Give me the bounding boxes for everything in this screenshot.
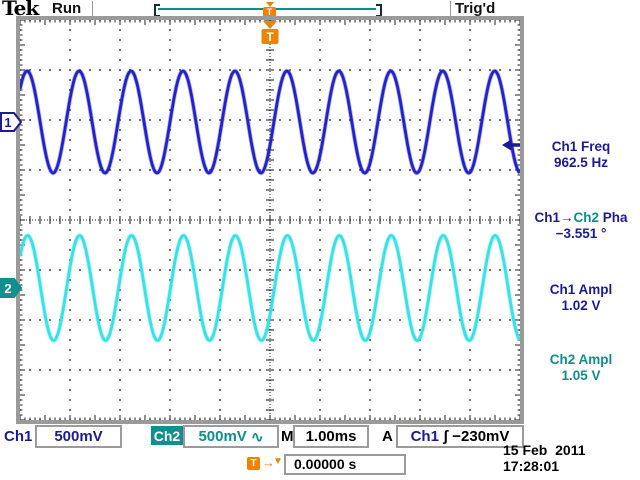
readout-ch1-ampl: Ch1 Ampl 1.02 V <box>522 282 640 314</box>
readout-phase: Ch1→Ch2 Pha −3.551 ° <box>522 210 640 242</box>
timebase-box: 1.00ms <box>293 425 369 448</box>
edge-ticks <box>20 20 520 420</box>
trigger-level-arrow-icon <box>502 139 520 151</box>
delay-cursor-icon: ▼ <box>273 456 283 467</box>
topbar-divider <box>92 1 93 17</box>
topbar-divider <box>450 1 451 17</box>
ch2-scale-box: 500mV ∿ <box>183 425 279 448</box>
readout-ch1-ampl-label: Ch1 Ampl <box>549 282 613 297</box>
trigger-box: Ch1 ʃ −230mV <box>396 425 524 448</box>
trigger-position-flag <box>261 29 279 44</box>
ch2-marker-shape <box>0 278 22 298</box>
trigger-level-value: −230mV <box>452 428 510 445</box>
ch1-position-marker: 1 <box>0 112 22 132</box>
readout-ch2-ampl: Ch2 Ampl 1.05 V <box>522 352 640 384</box>
ch1-label: Ch1 <box>4 428 33 445</box>
timebase-prefix: M <box>281 428 294 445</box>
readout-phase-label: Ch1→Ch2 Pha <box>522 210 640 226</box>
readout-ch1-freq: Ch1 Freq 962.5 Hz <box>522 139 640 171</box>
ch2-coupling-sine-icon: ∿ <box>250 428 264 446</box>
phase-src: Ch1 <box>534 210 560 225</box>
trigger-position-flag-label: T <box>266 30 274 44</box>
ch1-scale-box: 500mV <box>35 425 122 448</box>
readout-ch1-freq-label: Ch1 Freq <box>551 139 611 154</box>
timebase-value: 1.00ms <box>305 428 357 445</box>
ch1-scale: 500mV <box>54 428 103 445</box>
time-display: 17:28:01 <box>503 458 560 474</box>
trigger-rising-edge-icon: ʃ <box>443 428 449 445</box>
ch2-trace <box>20 234 520 342</box>
readout-ch2-ampl-label: Ch2 Ampl <box>549 352 613 367</box>
trigger-source: Ch1 <box>410 428 439 445</box>
ch1-trace <box>20 69 520 175</box>
ch1-marker-shape <box>0 112 22 132</box>
acquisition-state: Run <box>52 0 82 17</box>
readout-phase-value: −3.551 ° <box>555 226 607 241</box>
ch2-scale: 500mV <box>198 428 247 445</box>
delay-readout-box: 0.00000 s <box>284 454 406 475</box>
ch1-marker-label: 1 <box>4 115 11 130</box>
phase-dst: Ch2 <box>573 210 599 225</box>
ch2-position-marker: 2 <box>0 278 22 298</box>
ch2-label-chip: Ch2 <box>151 426 183 445</box>
trigger-position-t-icon: T <box>263 7 276 17</box>
trigger-position-triangle-icon <box>263 21 277 29</box>
readout-ch1-ampl-value: 1.02 V <box>561 298 601 313</box>
phase-suffix: Pha <box>599 210 628 225</box>
delay-t-icon: T <box>247 457 260 470</box>
graticule: T <box>20 20 520 420</box>
phase-arrow-icon: → <box>559 210 574 225</box>
grid-dots <box>20 20 520 420</box>
tek-logo: Tek <box>2 0 39 20</box>
trigger-prefix: A <box>382 428 393 445</box>
ch2-marker-label: 2 <box>4 281 11 296</box>
trigger-position-icon <box>266 2 274 7</box>
trigger-status: Trig'd <box>455 0 496 17</box>
readout-ch2-ampl-value: 1.05 V <box>561 368 601 383</box>
delay-value: 0.00000 s <box>294 456 357 472</box>
delay-arrow-icon: → <box>262 455 275 470</box>
readout-ch1-freq-value: 962.5 Hz <box>553 155 609 170</box>
date-display: 15 Feb 2011 <box>503 442 586 458</box>
